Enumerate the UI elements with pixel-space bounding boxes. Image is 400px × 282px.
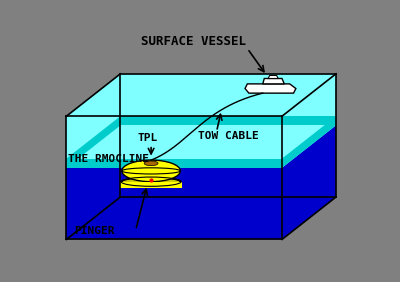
Polygon shape bbox=[268, 75, 278, 78]
Ellipse shape bbox=[122, 178, 180, 186]
Polygon shape bbox=[66, 116, 282, 239]
Polygon shape bbox=[66, 74, 336, 168]
Polygon shape bbox=[66, 197, 336, 239]
Polygon shape bbox=[120, 188, 336, 197]
Polygon shape bbox=[120, 182, 182, 188]
Polygon shape bbox=[66, 116, 282, 168]
Polygon shape bbox=[282, 74, 336, 168]
Ellipse shape bbox=[122, 160, 180, 182]
Text: TOW CABLE: TOW CABLE bbox=[198, 131, 258, 141]
Ellipse shape bbox=[144, 161, 158, 166]
Polygon shape bbox=[282, 116, 336, 168]
Polygon shape bbox=[120, 74, 336, 125]
Polygon shape bbox=[263, 78, 284, 84]
Text: THE RMOCLINE: THE RMOCLINE bbox=[68, 155, 149, 164]
Text: TPL: TPL bbox=[137, 133, 157, 143]
Polygon shape bbox=[66, 74, 120, 168]
Polygon shape bbox=[120, 116, 336, 125]
Polygon shape bbox=[120, 74, 336, 197]
Polygon shape bbox=[66, 116, 120, 168]
Polygon shape bbox=[66, 158, 282, 168]
Text: PINGER: PINGER bbox=[74, 226, 114, 236]
Polygon shape bbox=[66, 74, 120, 239]
Text: SURFACE VESSEL: SURFACE VESSEL bbox=[141, 35, 246, 48]
Polygon shape bbox=[245, 84, 296, 93]
Polygon shape bbox=[66, 74, 336, 116]
Polygon shape bbox=[282, 74, 336, 239]
